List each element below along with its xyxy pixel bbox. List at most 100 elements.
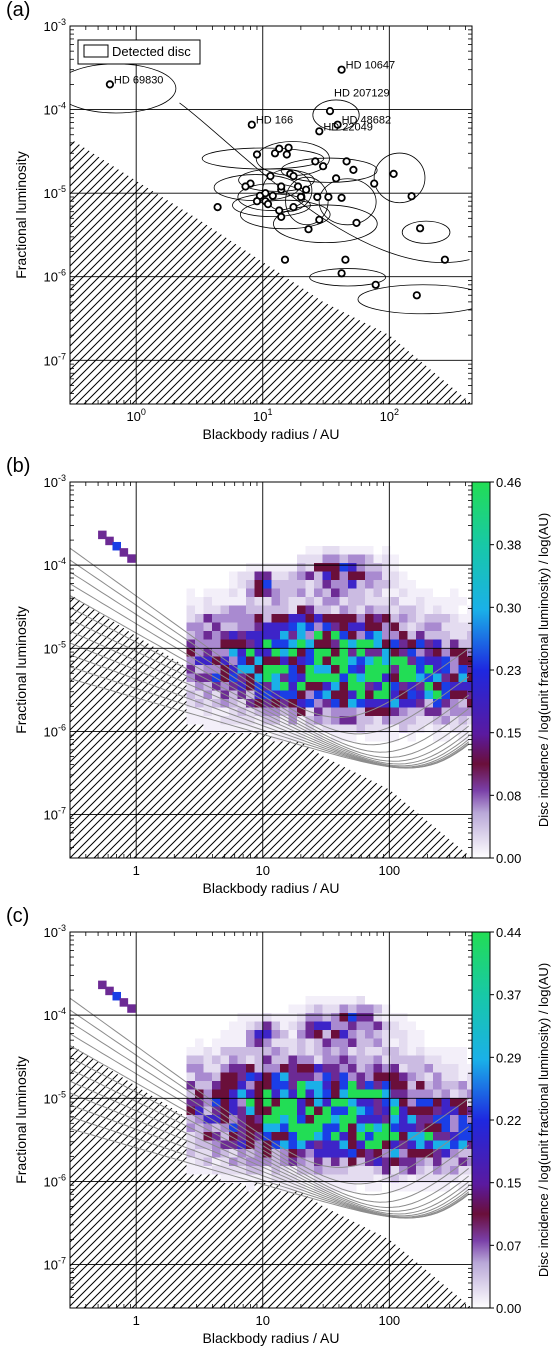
heatmap-cell xyxy=(237,1030,246,1039)
heatmap-cell xyxy=(314,1072,323,1081)
y-tick-label: 10-3 xyxy=(44,473,66,490)
heatmap-cell xyxy=(331,1123,340,1132)
heatmap-cell xyxy=(254,1013,263,1022)
heatmap-cell xyxy=(450,605,459,614)
heatmap-cell xyxy=(399,673,408,682)
heatmap-cell xyxy=(112,991,122,1001)
heatmap-cell xyxy=(416,1183,425,1192)
heatmap-cell xyxy=(390,1149,399,1158)
heatmap-cell xyxy=(186,639,195,648)
heatmap-cell xyxy=(382,605,391,614)
heatmap-cell xyxy=(416,1081,425,1090)
heatmap-cell xyxy=(305,1038,314,1047)
heatmap-cell xyxy=(441,733,450,742)
heatmap-cell xyxy=(322,1098,331,1107)
heatmap-cell xyxy=(331,1166,340,1175)
heatmap-cell xyxy=(467,707,472,716)
data-point xyxy=(389,169,398,178)
heatmap-cell xyxy=(254,682,263,691)
heatmap-cell xyxy=(186,614,195,623)
heatmap-cell xyxy=(297,682,306,691)
heatmap-cell xyxy=(254,690,263,699)
heatmap-cell xyxy=(297,1166,306,1175)
heatmap-cell xyxy=(246,571,255,580)
heatmap-cell xyxy=(458,673,467,682)
heatmap-cell xyxy=(297,622,306,631)
heatmap-cell xyxy=(195,1123,204,1132)
heatmap-cell xyxy=(195,656,204,665)
heatmap-cell xyxy=(212,1047,221,1056)
heatmap-cell xyxy=(424,1081,433,1090)
heatmap-cell xyxy=(195,1038,204,1047)
heatmap-cell xyxy=(263,1030,272,1039)
heatmap-cell xyxy=(195,1072,204,1081)
heatmap-cell xyxy=(297,1089,306,1098)
heatmap-cell xyxy=(339,546,348,555)
heatmap-cell xyxy=(186,1149,195,1158)
heatmap-cell xyxy=(331,554,340,563)
heatmap-cell xyxy=(314,1047,323,1056)
heatmap-cell xyxy=(229,1106,238,1115)
heatmap-cell xyxy=(305,1166,314,1175)
heatmap-cell xyxy=(288,1174,297,1183)
heatmap-cell xyxy=(348,580,357,589)
heatmap-cell xyxy=(416,1047,425,1056)
heatmap-cell xyxy=(288,656,297,665)
colorbar-tick-label: 0.38 xyxy=(496,538,521,553)
heatmap-cell xyxy=(195,1047,204,1056)
heatmap-cell xyxy=(220,1098,229,1107)
data-point xyxy=(412,291,421,300)
heatmap-cell xyxy=(356,1149,365,1158)
heatmap-cell xyxy=(314,656,323,665)
heatmap-cell xyxy=(458,1106,467,1115)
y-tick-label: 10-7 xyxy=(44,806,66,823)
heatmap-cell xyxy=(263,1038,272,1047)
heatmap-cell xyxy=(229,1064,238,1073)
heatmap-cell xyxy=(450,1047,459,1056)
heatmap-cell xyxy=(237,707,246,716)
heatmap-cell xyxy=(314,1123,323,1132)
heatmap-cell xyxy=(373,1123,382,1132)
heatmap-cell xyxy=(322,1132,331,1141)
heatmap-cell xyxy=(220,716,229,725)
heatmap-cell xyxy=(348,1013,357,1022)
heatmap-cell xyxy=(254,1072,263,1081)
heatmap-cell xyxy=(373,1106,382,1115)
heatmap-cell xyxy=(441,1098,450,1107)
heatmap-cell xyxy=(229,580,238,589)
heatmap-cell xyxy=(339,1047,348,1056)
heatmap-cell xyxy=(322,1047,331,1056)
heatmap-cell xyxy=(280,1098,289,1107)
heatmap-cell xyxy=(373,1055,382,1064)
heatmap-cell xyxy=(186,597,195,606)
heatmap-cell xyxy=(348,1157,357,1166)
heatmap-cell xyxy=(237,656,246,665)
heatmap-cell xyxy=(186,1098,195,1107)
heatmap-cell xyxy=(348,716,357,725)
heatmap-cell xyxy=(288,699,297,708)
heatmap-cell xyxy=(322,1064,331,1073)
heatmap-cell xyxy=(246,1106,255,1115)
heatmap-cell xyxy=(390,622,399,631)
heatmap-cell xyxy=(288,1021,297,1030)
heatmap-cell xyxy=(212,614,221,623)
heatmap-cell xyxy=(373,1064,382,1073)
heatmap-cell xyxy=(339,1106,348,1115)
heatmap-cell xyxy=(433,699,442,708)
heatmap-cell xyxy=(348,665,357,674)
heatmap-cell xyxy=(288,588,297,597)
heatmap-cell xyxy=(382,707,391,716)
heatmap-cell xyxy=(195,648,204,657)
heatmap-cell xyxy=(424,1072,433,1081)
heatmap-cell xyxy=(305,597,314,606)
heatmap-cell xyxy=(220,1089,229,1098)
heatmap-cell xyxy=(441,1064,450,1073)
heatmap-cell xyxy=(212,690,221,699)
heatmap-cell xyxy=(314,614,323,623)
heatmap-cell xyxy=(373,571,382,580)
data-point xyxy=(331,174,341,183)
heatmap-cell xyxy=(280,605,289,614)
heatmap-cell xyxy=(203,673,212,682)
heatmap-cell xyxy=(390,1157,399,1166)
heatmap-cell xyxy=(382,588,391,597)
